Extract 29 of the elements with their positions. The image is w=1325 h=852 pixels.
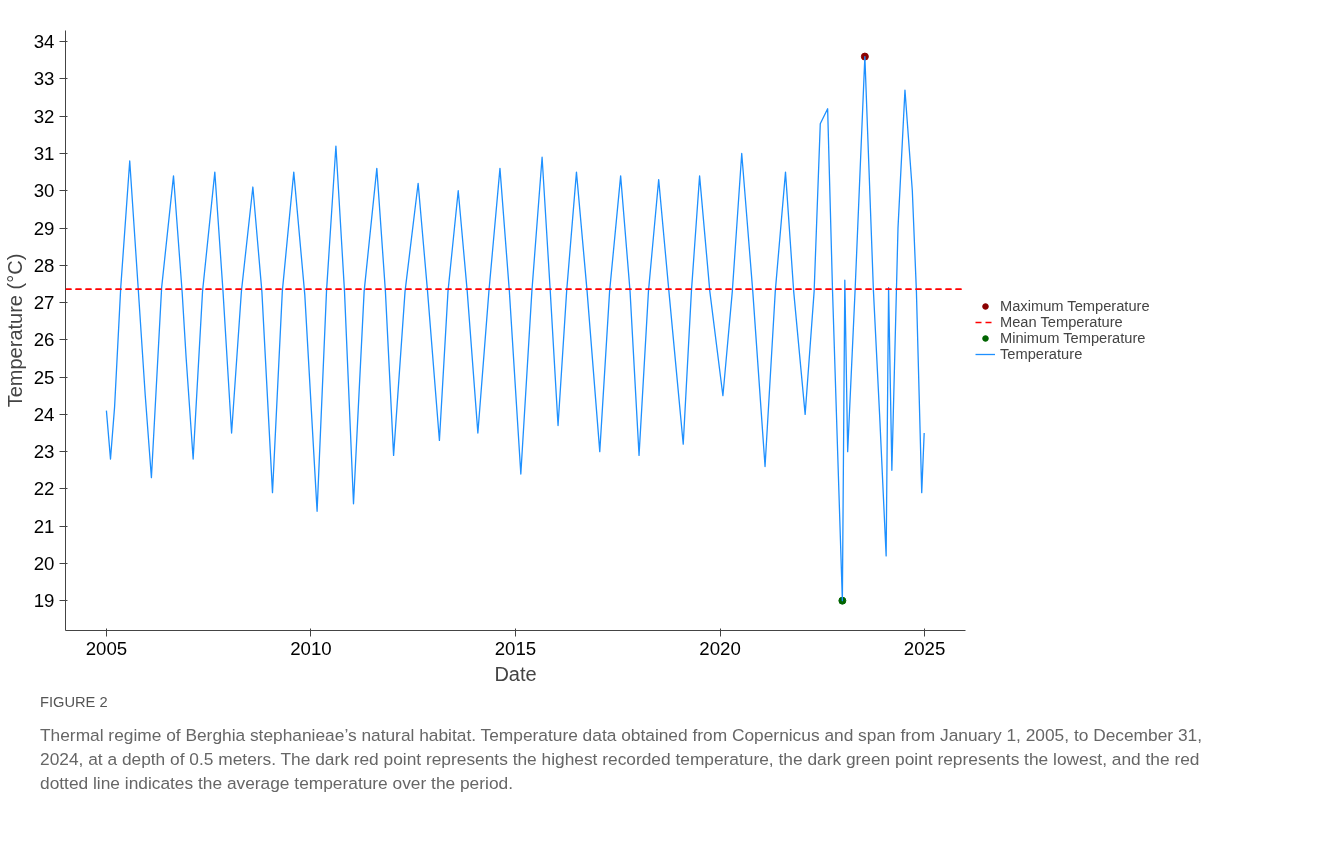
y-tick-label: 33 [33,68,55,90]
legend-label: Minimum Temperature [1000,330,1146,346]
y-tick-label: 24 [33,403,55,425]
x-tick-label: 2020 [699,637,741,659]
y-tick-label: 30 [33,180,55,202]
caption: FIGURE 2 [40,693,108,712]
legend-label: Mean Temperature [1000,314,1123,330]
y-tick-label: 23 [33,441,55,463]
x-tick-label: 2005 [85,637,128,659]
y-tick-label: 29 [33,217,55,239]
y-tick-label: 32 [33,105,55,127]
y-tick-label: 31 [33,142,55,164]
x-tick-label: 2010 [290,637,332,659]
y-tick-label: 20 [33,552,55,574]
x-axis-title: Date [494,662,537,685]
y-axis-title: Temperature (°C) [3,253,26,408]
legend-label: Temperature [1000,346,1083,362]
legend-label: Maximum Temperature [1000,298,1150,314]
y-tick-label: 27 [33,292,55,314]
x-tick-label: 2025 [903,637,946,659]
y-tick-label: 26 [33,329,55,351]
text: Thermal regime of Berghia stephanieae’s natural habitat. Temperature data obtained from Copernicus and span from January 1, 2005, to December 31, 2024, at a depth of 0.5 meters. The dark red point represents the highest recorded temperature, the dark green point represents the lowest, and the red dotted line indicates the average temperature over the period. [40,723,1203,796]
y-tick-label: 28 [33,254,55,276]
y-tick-label: 19 [33,590,55,612]
y-tick-label: 25 [33,366,55,388]
y-tick-label: 22 [33,478,55,500]
x-tick-label: 2015 [494,637,537,659]
y-tick-label: 21 [33,515,55,537]
y-tick-label: 34 [33,31,55,53]
